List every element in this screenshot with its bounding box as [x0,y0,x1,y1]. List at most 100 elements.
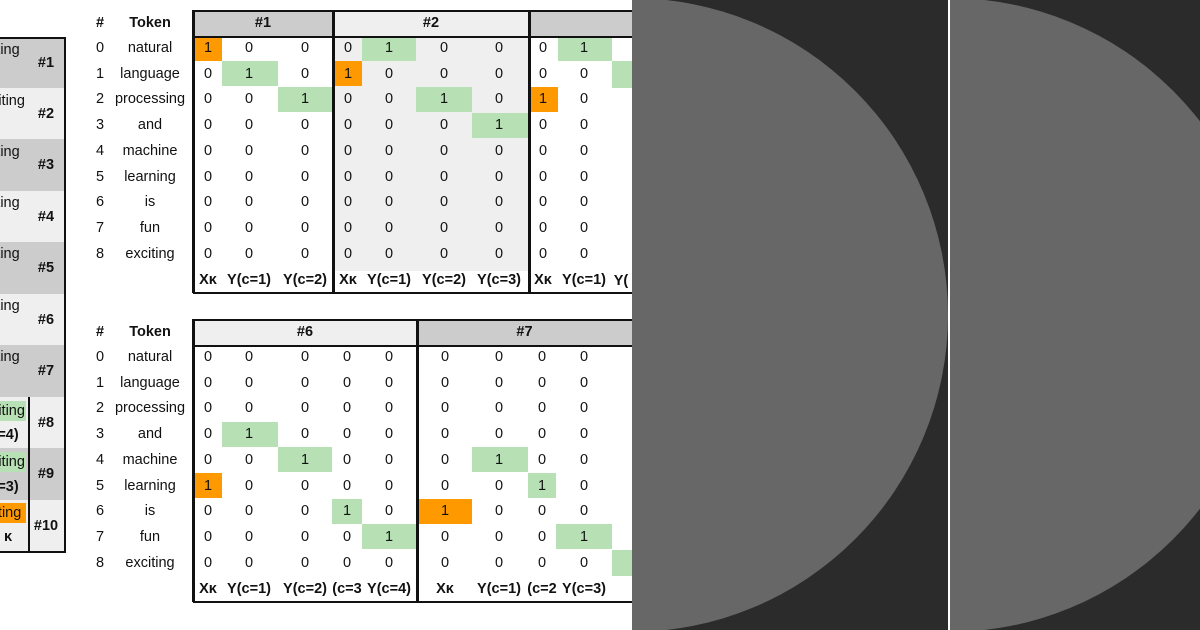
table-border [192,319,195,603]
column-footer: Y(c=2) [283,581,327,598]
token-label: fun [139,219,161,236]
matrix-value: 0 [203,65,213,82]
center-word-cell [194,35,222,61]
matrix-value: 0 [342,426,352,443]
context-word-cell [222,61,278,87]
strip-border [0,551,66,553]
table-border [193,601,632,604]
group-header [193,10,333,36]
matrix-value: 0 [439,219,449,236]
matrix-value: 0 [244,40,254,56]
strip-cell-text: ting [0,144,20,160]
matrix-value: 0 [343,194,353,211]
row-index: 3 [95,117,105,134]
token-header: Token [129,15,171,31]
row-index: 6 [95,194,105,211]
matrix-value: 0 [203,219,213,236]
row-index: 0 [95,349,105,365]
table-border [417,345,632,347]
matrix-value: 0 [244,194,254,211]
matrix-value: 0 [384,554,394,571]
strip-group-id-cell [28,191,64,242]
matrix-value: 1 [494,117,504,134]
table-border [333,36,529,38]
matrix-value: 0 [300,477,310,494]
matrix-value: 0 [440,451,450,468]
matrix-value: 0 [538,142,548,159]
token-label: is [144,503,156,520]
column-footer: Y(c=1) [227,272,271,289]
matrix-value: 0 [384,194,394,211]
matrix-value: 0 [439,168,449,185]
matrix-value: 0 [384,219,394,236]
strip-group-id-cell [28,345,64,397]
center-word-cell [334,61,362,87]
token-label: natural [127,40,173,56]
strip-highlight [0,503,26,523]
matrix-value: 0 [342,554,352,571]
matrix-value: 0 [203,142,213,159]
matrix-value: 0 [300,142,310,159]
strip-group-id-cell [28,88,64,139]
matrix-value: 0 [384,65,394,82]
strip-cell-text: ting [0,349,20,365]
matrix-value: 0 [494,400,504,417]
matrix-value: 0 [537,528,547,545]
row-index: 3 [95,426,105,443]
column-footer: Y(c=1) [227,581,271,598]
matrix-value: 0 [244,245,254,262]
matrix-value: 0 [203,374,213,391]
row-index: 2 [95,91,105,108]
matrix-value: 0 [244,374,254,391]
context-word-cell [558,35,612,61]
row-index: 4 [95,451,105,468]
strip-cell-text: citing [0,93,25,109]
table-border [193,10,333,12]
strip-group-cell [0,88,28,139]
table-border [193,36,333,38]
table-border [193,292,632,295]
strip-group-id-cell [28,500,64,551]
matrix-value: 1 [537,477,547,494]
context-word-cell [472,447,528,473]
matrix-value: 0 [342,451,352,468]
matrix-value: 0 [203,349,213,365]
table-border [333,10,529,12]
matrix-value: 0 [244,219,254,236]
matrix-value: 0 [342,400,352,417]
matrix-value: 0 [439,40,449,56]
strip-group-cell [0,242,28,294]
matrix-value: 0 [537,400,547,417]
matrix-value: 0 [579,400,589,417]
column-footer: Y(c=1) [477,581,521,598]
matrix-value: 0 [579,65,589,82]
matrix-value: 0 [579,245,589,262]
group-header [193,319,417,345]
strip-group-label: #4 [37,208,55,225]
strip-group-label: #2 [37,105,55,122]
matrix-value: 0 [440,349,450,365]
matrix-value: 0 [342,528,352,545]
row-index: 7 [95,219,105,236]
matrix-value: 0 [343,40,353,56]
matrix-value: 0 [203,503,213,520]
matrix-value: 0 [494,91,504,108]
strip-group-label: #3 [37,157,55,173]
matrix-value: 0 [300,374,310,391]
matrix-value: 0 [440,374,450,391]
strip-group-id-cell [28,38,64,88]
column-footer: Y(c=3) [562,581,606,598]
matrix-value: 0 [342,349,352,365]
matrix-value: 0 [384,142,394,159]
table-border [417,319,632,321]
matrix-value: 0 [439,245,449,262]
context-word-cell [278,447,332,473]
matrix-value: 1 [439,91,449,108]
matrix-value: 0 [343,91,353,108]
column-footer: Y(c=2) [422,272,466,289]
group-header [333,10,529,36]
strip-cell-text: ting [0,298,20,314]
table-border [529,36,632,38]
index-header: # [95,324,105,340]
